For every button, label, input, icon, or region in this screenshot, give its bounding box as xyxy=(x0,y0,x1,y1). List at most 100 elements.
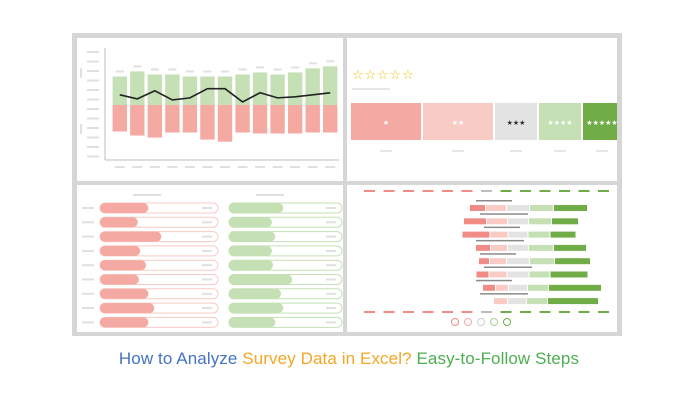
likert-segment xyxy=(494,298,507,305)
caption-part-easy-steps: Easy-to-Follow Steps xyxy=(411,349,580,368)
x-tick-label xyxy=(184,166,195,168)
likert-segment xyxy=(554,244,586,251)
progress-fill xyxy=(229,203,284,213)
row-label xyxy=(82,235,94,238)
positive-bar xyxy=(252,72,268,105)
likert-segment xyxy=(554,205,587,211)
negative-bar xyxy=(323,105,338,133)
progress-value-label xyxy=(326,292,336,295)
row-question-label xyxy=(476,239,524,242)
legend-dash-top xyxy=(442,190,453,192)
likert-segment xyxy=(470,205,485,211)
progress-fill xyxy=(229,303,284,314)
x-tick-label xyxy=(290,166,301,168)
likert-segment xyxy=(507,271,529,278)
negative-bar xyxy=(270,105,285,134)
likert-segment xyxy=(508,298,526,305)
likert-segment xyxy=(486,205,506,211)
likert-diverging-chart xyxy=(364,190,609,326)
progress-fill xyxy=(100,317,149,328)
negative-bar xyxy=(287,105,303,134)
y-tick-label xyxy=(87,127,99,129)
progress-fill xyxy=(229,274,293,285)
likert-segment xyxy=(479,258,489,265)
subtitle-placeholder xyxy=(352,88,390,90)
rating-axis-label xyxy=(380,150,392,152)
positive-bar xyxy=(182,76,198,105)
progress-fill xyxy=(100,231,162,242)
progress-fill xyxy=(229,260,274,271)
rating-axis-label xyxy=(554,150,566,152)
negative-bar xyxy=(112,105,127,132)
y-tick-label xyxy=(87,98,99,101)
row-question-label xyxy=(480,213,528,215)
negative-bar xyxy=(252,105,268,134)
x-tick-label xyxy=(255,166,266,168)
y-tick-label xyxy=(87,146,99,148)
legend-dash-top xyxy=(422,190,434,192)
likert-segment xyxy=(462,231,490,238)
rating-bar-label: ★★ xyxy=(452,119,465,127)
likert-segment xyxy=(550,271,588,278)
progress-value-label xyxy=(202,264,212,267)
negative-bar xyxy=(147,105,163,138)
likert-segment xyxy=(548,298,598,305)
y-tick-label xyxy=(87,79,99,82)
legend-dash-top xyxy=(481,190,492,192)
progress-fill xyxy=(100,288,149,299)
progress-value-label xyxy=(202,221,212,224)
row-question-label xyxy=(480,253,516,255)
y-tick-label xyxy=(87,108,99,110)
legend-dash-bottom xyxy=(500,311,512,313)
legend-dash-bottom xyxy=(598,311,609,313)
progress-value-label xyxy=(202,235,212,238)
row-label xyxy=(82,207,94,209)
negative-bar xyxy=(235,105,250,133)
negative-bar xyxy=(182,105,198,133)
legend-dash-top xyxy=(461,190,473,192)
likert-segment xyxy=(529,271,550,278)
progress-value-label xyxy=(202,278,212,281)
negative-bar xyxy=(305,105,320,133)
likert-segment xyxy=(549,284,601,291)
row-label xyxy=(82,221,94,224)
likert-segment xyxy=(509,284,527,291)
positive-bar xyxy=(305,68,320,105)
progress-fill xyxy=(100,274,139,285)
progress-value-label xyxy=(326,307,336,310)
likert-segment xyxy=(483,284,495,291)
likert-segment xyxy=(490,258,506,265)
dashboard-frame: ☆ ☆ ☆ ☆ ☆ ★ ★★ ★★★ ★★★★ ★★★★★ xyxy=(72,33,622,336)
row-label xyxy=(82,264,94,267)
y-tick-label xyxy=(87,70,99,72)
legend-dash-bottom xyxy=(578,311,590,313)
progress-value-label xyxy=(326,264,336,267)
star-icon: ☆ xyxy=(352,68,364,83)
likert-segment xyxy=(527,298,547,305)
negative-bar xyxy=(165,105,180,133)
legend-dash-top xyxy=(500,190,512,192)
x-tick-label xyxy=(202,166,213,168)
legend-dash-top xyxy=(578,190,590,192)
likert-segment xyxy=(555,258,590,265)
data-label xyxy=(185,70,194,73)
rating-bar-label: ★★★ xyxy=(507,119,526,127)
legend-dash-bottom xyxy=(481,311,492,313)
emoji-icon xyxy=(503,318,511,326)
rating-axis-label xyxy=(596,150,608,152)
diverging-bar-line-chart xyxy=(80,48,339,168)
y-tick-label xyxy=(87,51,99,53)
caption-part-survey-data: Survey Data in Excel? xyxy=(242,349,412,368)
row-question-label xyxy=(480,293,528,295)
emoji-icon xyxy=(451,318,459,326)
likert-segment xyxy=(491,244,507,251)
legend-dash-top xyxy=(364,190,375,192)
positive-bar xyxy=(235,74,250,105)
y-tick-label xyxy=(87,117,99,120)
group-title-placeholder xyxy=(256,194,284,196)
progress-value-label xyxy=(202,307,212,310)
x-tick-label xyxy=(132,166,143,168)
progress-fill xyxy=(229,231,276,242)
legend-dash-bottom xyxy=(403,311,414,313)
likert-segment xyxy=(528,231,550,238)
